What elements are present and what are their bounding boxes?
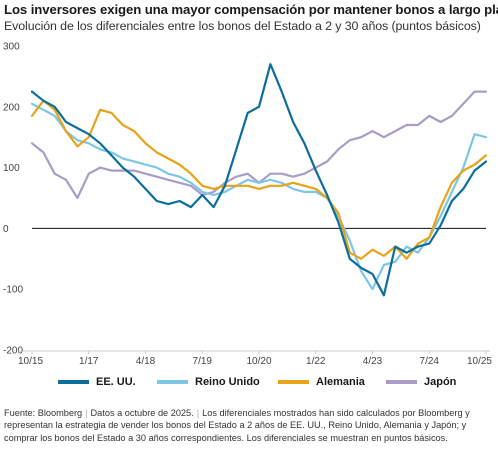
legend-swatch-uk: [157, 380, 188, 384]
legend-label-jp: Japón: [424, 376, 457, 388]
y-tick-label: 300: [3, 42, 20, 53]
x-tick-label: 10/25: [467, 356, 492, 366]
legend: EE. UU. Reino Unido Alemania Japón: [0, 376, 498, 392]
line-chart: 300 200 100 0 -100 -200 10/15 1/17 4/18 7/19 10/2…: [3, 42, 492, 367]
series-line-de: [30, 99, 488, 260]
x-tick-label: 4/23: [363, 356, 383, 366]
plot-area: [18, 63, 490, 352]
legend-item-de: Alemania: [278, 376, 365, 388]
x-tick-label: 1/22: [306, 356, 326, 366]
legend-swatch-us: [58, 380, 89, 384]
legend-item-us: EE. UU.: [58, 376, 136, 388]
legend-item-jp: Japón: [386, 376, 456, 388]
separator: |: [85, 408, 88, 418]
legend-label-uk: Reino Unido: [195, 376, 260, 388]
separator: |: [196, 408, 200, 418]
source-note: Fuente: Bloomberg | Datos a octubre de 202…: [4, 407, 496, 444]
legend-item-uk: Reino Unido: [157, 376, 260, 388]
chart-subtitle: Evolución de los diferenciales entre los…: [4, 19, 481, 33]
source-label: Fuente: Bloomberg: [4, 408, 83, 418]
legend-label-de: Alemania: [316, 376, 365, 388]
legend-swatch-jp: [386, 380, 417, 384]
x-axis-ticks: 10/15 1/17 4/18 7/19 10/20 1/22 4/23 7/24 10/25: [18, 351, 492, 366]
x-tick-label: 4/18: [136, 356, 156, 366]
x-tick-label: 10/20: [246, 356, 271, 366]
source-description: Los diferenciales mostrados han sido cal…: [4, 408, 470, 443]
y-tick-label: 0: [3, 224, 9, 235]
x-tick-label: 7/19: [193, 356, 213, 366]
series-line-uk: [30, 102, 488, 291]
y-tick-label: -100: [3, 285, 23, 296]
x-tick-label: 1/17: [79, 356, 99, 366]
y-tick-label: 100: [3, 163, 20, 174]
source-date: Datos a octubre de 2025.: [90, 408, 194, 418]
y-tick-label: 200: [3, 102, 20, 113]
y-tick-label: -200: [3, 346, 23, 357]
y-axis-ticks: 300 200 100 0 -100 -200: [3, 42, 23, 357]
x-tick-label: 7/24: [420, 356, 440, 366]
series-line-us: [30, 63, 488, 297]
chart-title: Los inversores exigen una mayor compensa…: [4, 2, 498, 17]
legend-label-us: EE. UU.: [96, 376, 136, 388]
legend-swatch-de: [278, 380, 309, 384]
x-tick-label: 10/15: [18, 356, 43, 366]
